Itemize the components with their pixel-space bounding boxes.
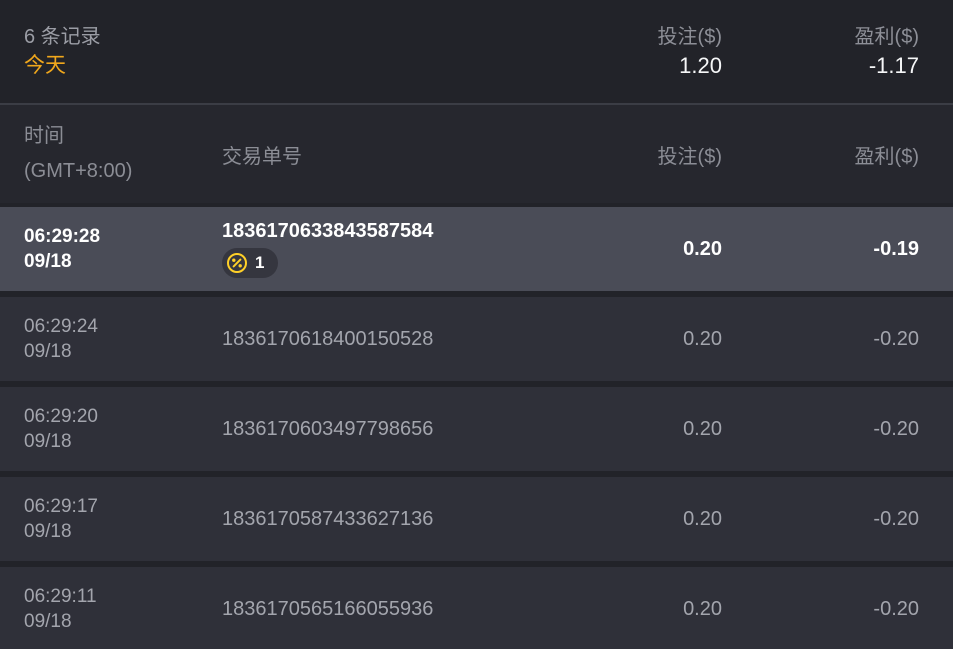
records-list: 06:29:28 09/18 1836170633843587584 1 0.2… [0,203,953,649]
column-header-bet: 投注($) [657,145,722,168]
row-profit-cell: -0.20 [873,597,919,620]
table-row[interactable]: 06:29:24 09/18 1836170618400150528 0.20 … [0,297,953,381]
row-bet-cell: 0.20 [683,507,722,530]
table-row[interactable]: 06:29:20 09/18 1836170603497798656 0.20 … [0,387,953,471]
row-order-cell: 1836170618400150528 [222,326,626,352]
order-number: 1836170565166055936 [222,598,434,620]
summary-profit-value: -1.17 [868,52,919,78]
row-bet-cell: 0.20 [683,597,722,620]
row-order-cell: 1836170587433627136 [222,506,626,532]
summary-bet-value: 1.20 [679,52,722,78]
summary-bet-total: 投注($) 1.20 [626,23,756,81]
table-header-row: 时间 (GMT+8:00) 交易单号 投注($) 盈利($) [0,105,953,203]
row-order-cell: 1836170633843587584 1 [222,218,626,281]
row-profit-cell: -0.20 [873,417,919,440]
row-time-cell: 06:29:20 09/18 [24,406,98,452]
row-profit-cell: -0.20 [873,327,919,350]
row-order-cell: 1836170565166055936 [222,596,626,622]
summary-header: 6 条记录 今天 投注($) 1.20 盈利($) -1.17 [0,0,953,103]
column-header-profit: 盈利($) [854,145,919,168]
badge-count: 1 [255,252,265,272]
summary-bet-label: 投注($) [657,25,722,48]
row-profit-cell: -0.19 [873,237,919,260]
order-number: 1836170603497798656 [222,418,434,440]
row-bet-cell: 0.20 [683,237,722,260]
column-header-time: 时间 (GMT+8:00) [24,125,133,182]
column-header-order: 交易单号 [222,145,302,168]
summary-profit-total: 盈利($) -1.17 [756,23,953,81]
row-time-cell: 06:29:28 09/18 [24,226,101,272]
table-row[interactable]: 06:29:17 09/18 1836170587433627136 0.20 … [0,477,953,561]
round-count-badge[interactable]: 1 [222,247,279,278]
row-time-cell: 06:29:17 09/18 [24,496,98,542]
table-row[interactable]: 06:29:28 09/18 1836170633843587584 1 0.2… [0,207,953,291]
row-time-cell: 06:29:24 09/18 [24,316,98,362]
percent-coin-icon [227,252,247,273]
table-row[interactable]: 06:29:11 09/18 1836170565166055936 0.20 … [0,567,953,649]
row-profit-cell: -0.20 [873,507,919,530]
header-divider [0,103,953,105]
records-count-label: 6 条记录 [24,26,101,48]
period-filter-today[interactable]: 今天 [24,54,66,77]
order-number: 1836170587433627136 [222,508,434,530]
summary-left: 6 条记录 今天 [0,23,626,80]
row-time-cell: 06:29:11 09/18 [24,586,97,632]
order-number: 1836170618400150528 [222,328,434,350]
summary-profit-label: 盈利($) [854,25,919,48]
row-bet-cell: 0.20 [683,417,722,440]
row-order-cell: 1836170603497798656 [222,416,626,442]
row-bet-cell: 0.20 [683,327,722,350]
order-number: 1836170633843587584 [222,219,434,242]
